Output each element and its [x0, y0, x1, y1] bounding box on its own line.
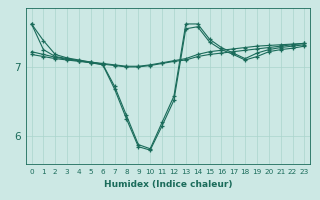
X-axis label: Humidex (Indice chaleur): Humidex (Indice chaleur): [104, 180, 232, 189]
